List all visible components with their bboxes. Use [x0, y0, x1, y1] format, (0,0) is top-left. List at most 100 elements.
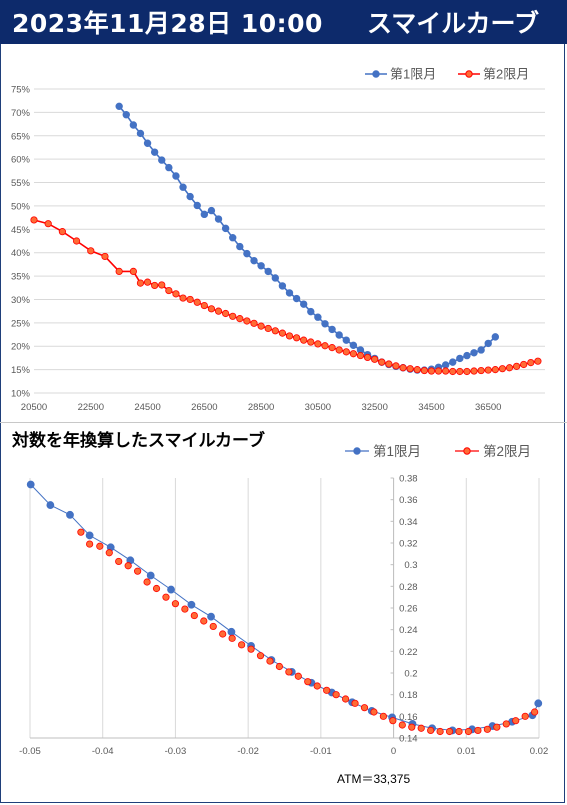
data-point [143, 139, 152, 147]
data-point [534, 699, 543, 708]
data-point [434, 367, 443, 375]
data-point [314, 340, 322, 348]
legend-label: 第2限月 [483, 443, 531, 459]
y-tick-label: 55% [11, 178, 31, 189]
data-point [172, 290, 180, 298]
log-annualized-smile-chart: -0.05 -0.04 -0.03 -0.02 -0.01 0 0.01 0.02 0.14 0.… [19, 443, 549, 757]
y-tick-label: 0.36 [399, 495, 418, 506]
data-point [520, 360, 528, 369]
data-point [351, 699, 359, 707]
data-point [85, 531, 94, 540]
data-point [243, 317, 251, 325]
series-line [118, 105, 496, 371]
data-point [484, 366, 492, 374]
data-point [470, 349, 478, 357]
data-point [152, 584, 161, 593]
smile-curve-chart: 10% 15% 20% 25% 30% 35% 40% 45% 50% 55% 60% 65% 70% 7… [11, 67, 545, 413]
data-point [392, 362, 400, 370]
data-point [502, 720, 510, 728]
y-tick-label: 0.16 [399, 712, 418, 723]
data-point [44, 220, 52, 228]
data-point [134, 567, 142, 575]
x-tick-label: 32500 [361, 402, 387, 413]
data-point [228, 634, 236, 642]
data-point [275, 662, 284, 671]
data-point [371, 355, 379, 363]
data-point [207, 305, 216, 313]
legend-marker [465, 70, 473, 78]
y-tick-label: 35% [11, 272, 31, 283]
y-tick-label: 60% [11, 155, 31, 166]
data-point [271, 274, 280, 282]
data-point [299, 300, 308, 308]
data-point [115, 102, 123, 111]
x-tick-label: -0.03 [165, 746, 187, 757]
x-tick-label: 34500 [418, 402, 444, 413]
y-tick-label: 50% [11, 201, 31, 212]
data-point [292, 334, 301, 342]
data-point [417, 724, 425, 732]
data-point [513, 362, 521, 370]
y-tick-label: 40% [11, 248, 31, 259]
data-point [200, 210, 209, 219]
y-tick-label: 0.26 [399, 604, 418, 615]
data-point [264, 324, 272, 333]
legend-label: 第1限月 [373, 443, 421, 459]
y-tick-label: 15% [11, 365, 31, 376]
x-tick-label: 0 [391, 746, 396, 757]
data-point [264, 267, 272, 276]
x-tick-label: 0.02 [530, 746, 549, 757]
x-tick-label: 24500 [134, 402, 160, 413]
data-point [427, 726, 435, 735]
data-point [493, 723, 501, 731]
data-point [413, 366, 421, 374]
data-point [250, 256, 258, 265]
data-point [165, 163, 173, 172]
data-point [87, 247, 95, 255]
data-point [360, 704, 369, 712]
data-point [101, 252, 109, 261]
x-tick-label: -0.05 [19, 746, 41, 757]
x-tick-label: -0.04 [92, 746, 114, 757]
data-point [96, 542, 104, 550]
data-point [332, 691, 340, 699]
x-tick-label: -0.02 [237, 746, 259, 757]
data-point [66, 510, 74, 519]
data-point [294, 672, 302, 680]
data-point [521, 712, 529, 720]
data-point [187, 600, 196, 609]
data-point [379, 712, 387, 720]
y-tick-label: 0.3 [404, 560, 417, 571]
data-point [143, 578, 151, 586]
data-point [257, 262, 265, 270]
data-point [26, 480, 35, 489]
data-point [389, 717, 397, 725]
data-point [441, 361, 450, 369]
x-tick-label: 30500 [305, 402, 331, 413]
data-point [167, 585, 175, 594]
data-point [271, 327, 279, 335]
data-point [247, 645, 255, 653]
data-point [179, 183, 187, 191]
data-point [406, 365, 414, 373]
data-point [531, 708, 539, 716]
data-point [150, 148, 159, 156]
data-point [30, 216, 38, 224]
section-divider [0, 422, 567, 423]
data-point [342, 336, 350, 344]
data-point [200, 617, 208, 625]
data-point [483, 725, 491, 733]
x-tick-label: 36500 [475, 402, 501, 413]
data-point [420, 366, 428, 375]
y-tick-label: 0.14 [399, 734, 418, 745]
data-point [436, 727, 444, 736]
data-point [209, 622, 217, 631]
data-point [190, 611, 198, 620]
data-point [162, 593, 170, 601]
data-point [136, 129, 145, 138]
data-point [385, 360, 393, 368]
data-point [534, 357, 542, 365]
data-point [86, 540, 94, 548]
data-point [129, 121, 138, 129]
y-tick-label: 0.18 [399, 690, 418, 701]
